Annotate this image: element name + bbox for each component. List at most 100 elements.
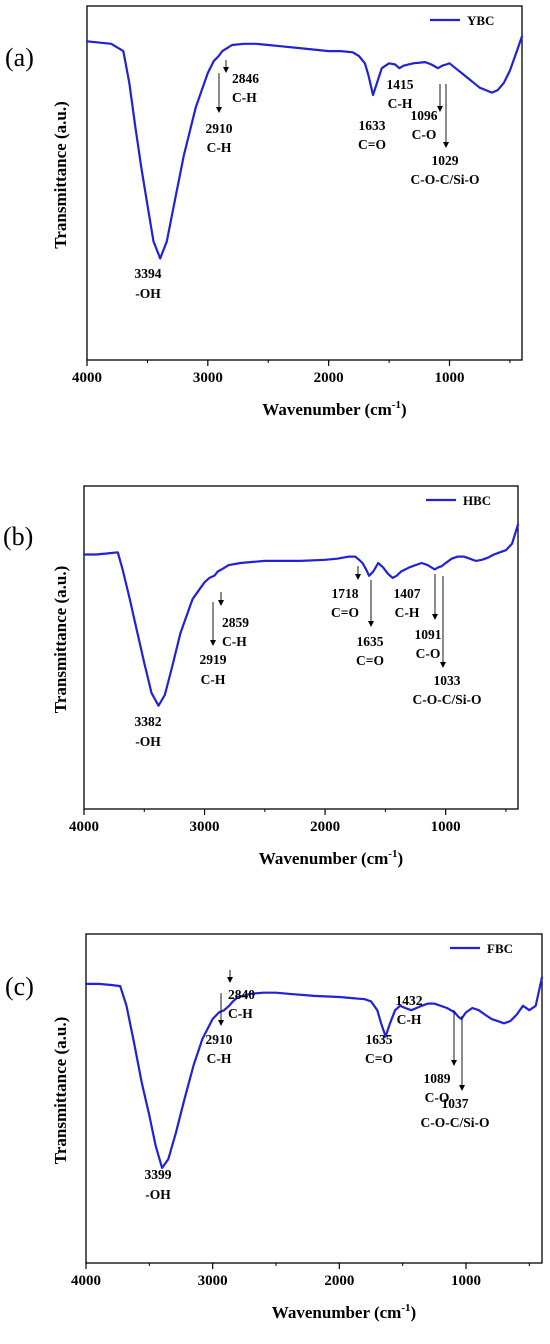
x-tick-label: 1000 bbox=[431, 819, 461, 835]
peak-annotation: 1029 C-O-C/Si-O bbox=[411, 84, 480, 187]
peak-group-label: C-H bbox=[397, 1012, 422, 1027]
peak-wavenumber-label: 1407 bbox=[394, 586, 421, 601]
peak-wavenumber-label: 1033 bbox=[434, 673, 461, 688]
y-axis-title: Transmittance (a.u.) bbox=[51, 1017, 70, 1164]
peak-annotation: 1633 C=O bbox=[358, 118, 386, 152]
peak-wavenumber-label: 1635 bbox=[366, 1032, 393, 1047]
peak-group-label: C=O bbox=[356, 653, 384, 668]
x-axis-title-end: ) bbox=[398, 849, 404, 868]
panel-label: (c) bbox=[5, 972, 34, 1001]
peak-group-label: C-O bbox=[416, 646, 441, 661]
x-axis-title-main: Wavenumber (cm bbox=[259, 849, 389, 868]
peak-wavenumber-label: 1415 bbox=[387, 77, 414, 92]
x-tick-label: 4000 bbox=[72, 370, 102, 386]
x-axis-title-end: ) bbox=[401, 400, 407, 419]
spectrum-line-ybc bbox=[85, 35, 524, 260]
peak-annotation: 1432 C-H bbox=[396, 993, 423, 1027]
legend-label: HBC bbox=[463, 493, 491, 508]
annotation-arrowhead bbox=[227, 977, 233, 983]
peak-wavenumber-label: 2910 bbox=[206, 1032, 233, 1047]
x-axis-title: Wavenumber (cm-1) bbox=[259, 848, 403, 868]
panel-label: (a) bbox=[5, 43, 34, 72]
x-axis-title-end: ) bbox=[411, 1303, 417, 1322]
spectrum-line-fbc bbox=[84, 976, 544, 1169]
peak-annotation: 1415 C-H bbox=[387, 77, 414, 111]
x-tick-label: 2000 bbox=[310, 819, 340, 835]
peak-annotation: 3382 -OH bbox=[135, 714, 162, 749]
legend-label: FBC bbox=[487, 941, 513, 956]
plot-frame bbox=[86, 5, 523, 361]
peak-annotation: 1718 C=O bbox=[331, 566, 361, 620]
chart-panel-b: 4000 3000 2000 1000 Wavenumber (cm-1) Transmi… bbox=[3, 485, 520, 868]
peak-annotation: 3399 -OH bbox=[145, 1167, 172, 1202]
peak-annotation: 1091 C-O bbox=[415, 574, 442, 661]
peak-wavenumber-label: 1037 bbox=[442, 1096, 469, 1111]
annotation-arrowhead bbox=[210, 640, 216, 646]
peak-group-label: C-H bbox=[222, 634, 247, 649]
peak-group-label: -OH bbox=[135, 734, 161, 749]
annotation-arrowhead bbox=[451, 1060, 457, 1066]
peak-group-label: C-H bbox=[207, 140, 232, 155]
annotation-arrowhead bbox=[216, 107, 222, 113]
x-tick-label: 2000 bbox=[324, 1273, 354, 1289]
peak-group-label: C-H bbox=[395, 605, 420, 620]
plot-frame bbox=[83, 485, 519, 810]
peak-annotation: 1635 C=O bbox=[365, 1032, 393, 1066]
y-axis-title: Transmittance (a.u.) bbox=[51, 566, 70, 713]
legend-label: YBC bbox=[467, 13, 494, 28]
x-tick-label: 1000 bbox=[451, 1273, 481, 1289]
peak-annotation: 2846 C-H bbox=[223, 60, 259, 105]
peak-annotation: 1089 C-O bbox=[424, 1010, 457, 1105]
peak-annotation: 2910 C-H bbox=[206, 993, 233, 1066]
spectrum-line-hbc bbox=[82, 523, 520, 707]
peak-group-label: C-O bbox=[425, 1090, 450, 1105]
x-tick-label: 4000 bbox=[69, 819, 99, 835]
peak-annotation: 2919 C-H bbox=[200, 602, 227, 687]
x-axis-title-sup: -1 bbox=[388, 848, 397, 860]
x-axis-title: Wavenumber (cm-1) bbox=[262, 399, 406, 419]
x-tick-label: 3000 bbox=[198, 1273, 228, 1289]
peak-annotation: 2859 C-H bbox=[218, 592, 249, 649]
peak-annotation: 2910 C-H bbox=[206, 73, 233, 155]
peak-wavenumber-label: 1718 bbox=[332, 586, 359, 601]
peak-annotation: 2840 C-H bbox=[227, 970, 255, 1021]
plot-frame bbox=[85, 933, 543, 1264]
annotation-arrowhead bbox=[218, 1020, 224, 1026]
annotation-arrowhead bbox=[218, 600, 224, 606]
peak-annotation: 1037 C-O-C/Si-O bbox=[421, 1016, 490, 1130]
chart-panel-c: 4000 3000 2000 1000 Wavenumber (cm-1) Transmi… bbox=[5, 933, 544, 1322]
annotation-arrowhead bbox=[459, 1085, 465, 1091]
peak-wavenumber-label: 3399 bbox=[145, 1167, 172, 1182]
peak-annotation: 1033 C-O-C/Si-O bbox=[413, 576, 482, 707]
x-tick-label: 1000 bbox=[435, 370, 465, 386]
annotation-arrowhead bbox=[355, 574, 361, 580]
x-tick-label: 3000 bbox=[190, 819, 220, 835]
peak-group-label: C-H bbox=[228, 1006, 253, 1021]
peak-annotation: 1096 C-O bbox=[411, 84, 443, 142]
peak-group-label: C=O bbox=[365, 1051, 393, 1066]
peak-group-label: C-H bbox=[232, 90, 257, 105]
x-axis-title-sup: -1 bbox=[392, 399, 401, 411]
peak-annotation: 1635 C=O bbox=[356, 580, 384, 668]
peak-group-label: -OH bbox=[135, 286, 161, 301]
peak-wavenumber-label: 1633 bbox=[359, 118, 386, 133]
x-axis-title-main: Wavenumber (cm bbox=[262, 400, 392, 419]
peak-group-label: C-O-C/Si-O bbox=[413, 692, 482, 707]
peak-group-label: C-H bbox=[388, 96, 413, 111]
peak-group-label: C-H bbox=[201, 672, 226, 687]
peak-group-label: C-O-C/Si-O bbox=[411, 172, 480, 187]
peak-group-label: C-H bbox=[207, 1051, 232, 1066]
panel-label: (b) bbox=[3, 522, 33, 551]
peak-group-label: C=O bbox=[358, 137, 386, 152]
annotation-arrowhead bbox=[437, 106, 443, 112]
annotation-arrowhead bbox=[440, 662, 446, 668]
annotation-arrowhead bbox=[223, 67, 229, 73]
peak-wavenumber-label: 3394 bbox=[135, 266, 162, 281]
x-axis-title-sup: -1 bbox=[401, 1302, 410, 1314]
peak-wavenumber-label: 3382 bbox=[135, 714, 162, 729]
peak-group-label: -OH bbox=[145, 1187, 171, 1202]
chart-panel-a: 4000 3000 2000 1000 Wavenumber (cm-1) Transmi… bbox=[5, 5, 524, 419]
peak-wavenumber-label: 1432 bbox=[396, 993, 423, 1008]
x-axis-title-main: Wavenumber (cm bbox=[272, 1303, 402, 1322]
